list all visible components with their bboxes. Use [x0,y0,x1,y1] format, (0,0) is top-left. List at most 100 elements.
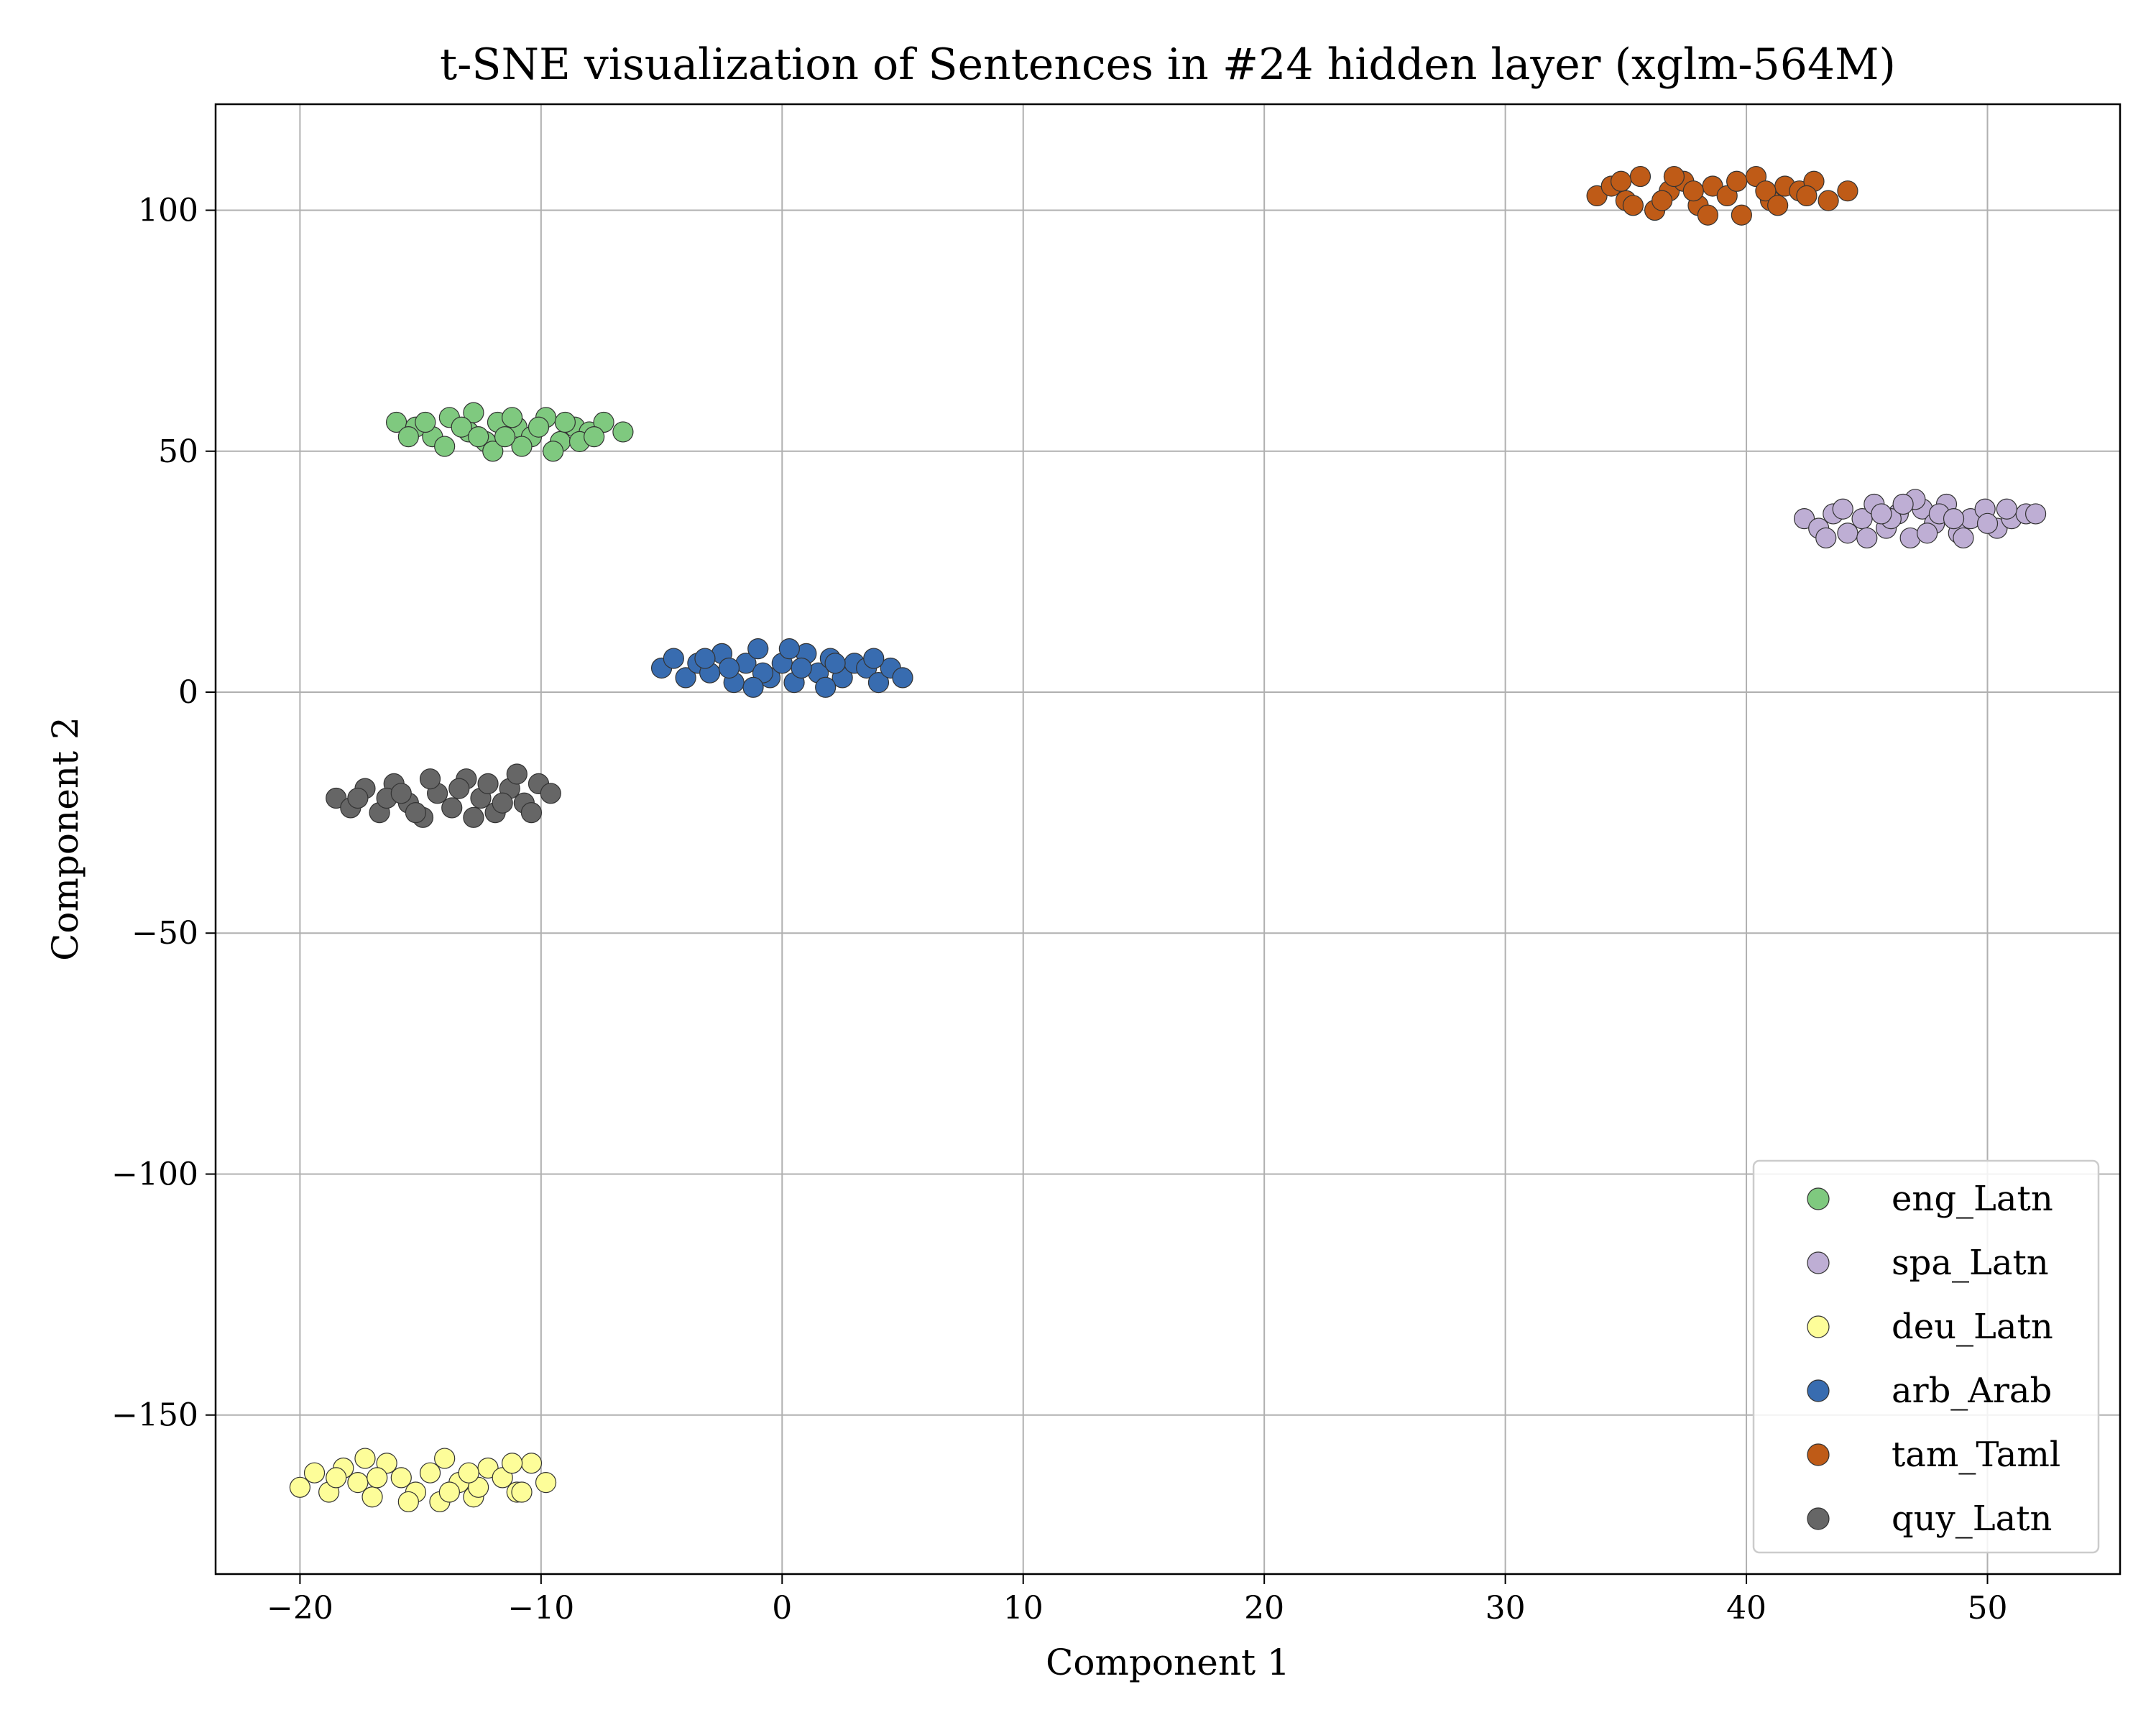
data-point [477,773,499,794]
data-point [584,426,605,448]
data-point [468,1476,489,1498]
data-point [482,441,504,462]
data-point [1953,527,1974,549]
x-tick-label: −20 [267,1590,333,1627]
x-axis-label: Component 1 [1046,1642,1290,1683]
data-point [1586,185,1608,206]
data-point [451,416,472,438]
data-point [892,667,913,689]
y-tick-label: 100 [138,193,198,229]
data-point [1832,498,1853,520]
series-quy-latn [326,763,561,828]
data-point [1629,165,1651,188]
data-point [468,426,489,448]
data-point [506,763,528,785]
data-point [397,426,419,448]
series-tam-taml [1586,165,1858,226]
data-point [867,671,890,694]
data-point [1682,180,1704,202]
data-point [289,1476,311,1498]
data-point [1793,508,1815,530]
chart-title: t-SNE visualization of Sentences in #24 … [440,40,1896,90]
data-point [419,768,441,790]
series-deu-latn [289,1448,557,1513]
x-tick-label: 0 [772,1590,792,1627]
legend-marker [1807,1443,1830,1466]
y-tick-label: 0 [178,674,198,711]
x-tick-label: 30 [1485,1590,1526,1627]
data-point [1856,527,1878,549]
y-tick-label: −50 [132,915,198,952]
data-point [520,802,543,824]
data-point [390,783,412,804]
data-point [791,657,812,679]
data-point [1996,498,2017,520]
legend-label: deu_Latn [1892,1307,2053,1347]
data-point [543,441,564,462]
y-tick-label: −100 [111,1156,198,1192]
data-point [1663,165,1685,188]
data-point [1917,523,1938,544]
data-point [303,1462,326,1484]
data-point [326,787,347,809]
data-point [663,648,684,669]
data-point [2024,503,2047,525]
legend-box [1752,1159,2100,1554]
legend-label: spa_Latn [1892,1243,2049,1283]
data-point [1871,503,1892,525]
data-point [528,416,550,438]
data-point [675,667,696,689]
data-point [1837,180,1858,202]
data-point [390,1467,412,1489]
x-tick-label: 10 [1003,1590,1044,1627]
grid [216,104,2120,1574]
data-point [747,638,769,660]
legend-marker [1807,1379,1830,1402]
data-point [511,1481,533,1503]
data-point [1755,180,1777,202]
data-point [1943,508,1965,530]
series-arb-arab [650,638,913,698]
data-point [1818,190,1839,211]
data-point [511,436,533,457]
data-point [815,676,837,698]
data-point [694,648,716,669]
data-point [535,1472,557,1494]
data-point [494,426,516,448]
data-point [554,411,576,433]
legend-label: quy_Latn [1892,1499,2052,1539]
data-point [367,1467,388,1489]
plot-frame [214,103,2122,1576]
data-points [289,165,2047,1513]
data-point [612,421,634,443]
data-point [742,676,764,698]
data-point [1892,493,1914,515]
data-point [347,787,369,809]
y-tick-label: −150 [111,1397,198,1434]
data-point [441,797,463,819]
data-point [492,792,513,814]
y-axis-label: Component 2 [45,717,86,961]
data-point [492,1467,513,1489]
data-point [718,657,740,679]
data-point [405,802,427,824]
data-point [752,662,774,684]
data-point [1976,512,1999,534]
data-point [501,407,523,428]
data-point [778,638,800,660]
data-point [326,1467,347,1489]
data-point [1767,195,1789,216]
data-point [415,411,436,433]
data-point [463,806,484,828]
data-point [434,1448,456,1469]
x-tick-label: 50 [1968,1590,2008,1627]
data-point [1651,190,1673,211]
legend-marker [1807,1187,1830,1210]
data-point [354,1448,376,1469]
data-point [1697,204,1718,226]
data-point [419,1462,441,1484]
legend-marker [1807,1315,1830,1338]
data-point [824,653,846,674]
